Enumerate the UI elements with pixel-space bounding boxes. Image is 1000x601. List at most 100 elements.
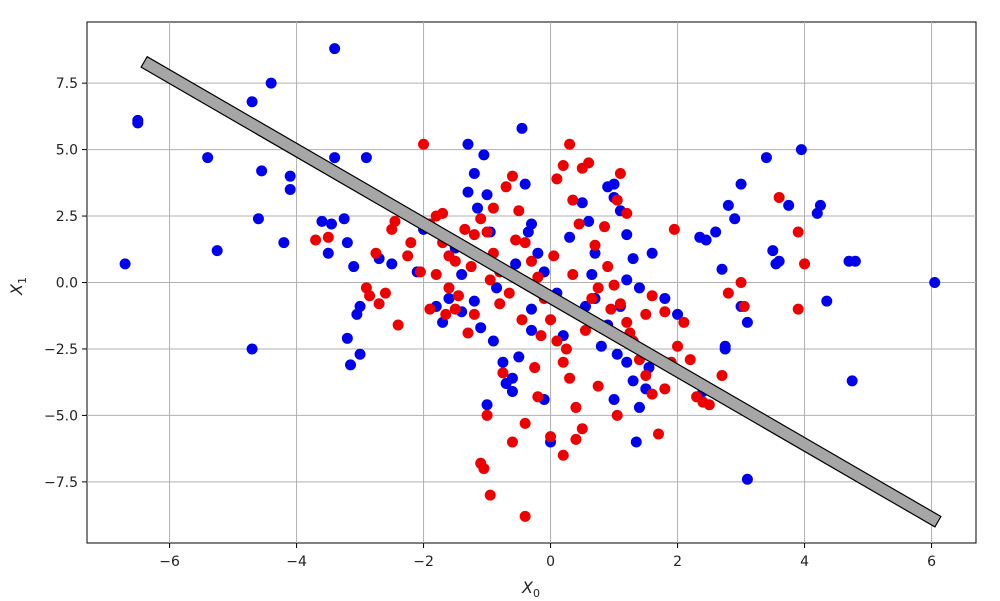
x-tick-label: 6 [927,554,936,570]
blue-point [633,401,645,413]
blue-point [621,356,633,368]
red-point [373,298,385,310]
red-point [452,290,464,302]
red-point [516,314,528,326]
red-point [570,433,582,445]
blue-point [475,322,487,334]
red-point [519,510,531,522]
red-point [506,170,518,182]
red-point [487,202,499,214]
x-tick-label: −6 [159,554,180,570]
red-point [773,191,785,203]
blue-point [256,165,268,177]
red-point [532,271,544,283]
red-point [586,292,598,304]
blue-point [472,202,484,214]
red-point [484,489,496,501]
blue-point [443,292,455,304]
blue-point [481,189,493,201]
red-point [646,290,658,302]
blue-point [462,186,474,198]
red-point [364,290,376,302]
blue-point [478,149,490,161]
blue-point [719,343,731,355]
blue-point [735,178,747,190]
red-point [443,282,455,294]
red-point [792,303,804,315]
red-point [592,282,604,294]
blue-point [462,138,474,150]
red-point [440,308,452,320]
red-point [567,269,579,281]
red-point [589,239,601,251]
blue-point [506,385,518,397]
blue-point [564,231,576,243]
red-point [481,226,493,238]
blue-point [741,473,753,485]
y-axis-ticks: 7.5 5.0 2.5 0.0 −2.5 −5.0 −7.5 [44,76,87,491]
red-point [599,221,611,233]
red-point [545,314,557,326]
x-tick-label: −2 [413,554,434,570]
y-tick-label: 5.0 [56,143,78,159]
blue-point [621,274,633,286]
blue-point [621,229,633,241]
red-point [668,223,680,235]
red-point [703,399,715,411]
y-axis-label-main: X [7,283,26,296]
y-axis-label-sub: 1 [16,277,29,284]
blue-point [586,269,598,281]
red-point [672,340,684,352]
blue-point [589,247,601,259]
x-tick-label: 0 [546,554,555,570]
red-point [462,327,474,339]
red-point [735,277,747,288]
red-point [402,250,414,262]
red-point [532,391,544,403]
red-point [430,269,442,281]
blue-point [741,316,753,328]
blue-point [354,300,366,312]
red-point [535,330,547,342]
red-point [570,401,582,413]
red-point [653,428,664,440]
red-point [437,207,449,219]
blue-point [627,253,639,265]
blue-point [672,308,684,320]
blue-point [646,247,658,259]
blue-point [519,178,531,190]
blue-point [659,292,671,304]
blue-point [246,343,258,355]
red-point [510,234,522,246]
blue-point [783,199,795,211]
red-point [792,226,804,238]
red-point [583,157,595,169]
red-point [608,279,620,291]
blue-point [246,96,258,108]
blue-point [345,359,357,371]
red-point [545,431,557,443]
red-point [551,173,563,185]
y-tick-label: 2.5 [56,209,78,225]
blue-point [576,197,588,209]
red-point [640,370,652,382]
blue-point [329,152,341,164]
red-point [370,247,382,259]
red-point [548,250,560,262]
y-tick-label: 7.5 [56,76,78,92]
blue-point [252,213,264,225]
blue-point [710,226,722,238]
blue-point [322,247,334,259]
red-point [722,287,734,299]
red-point [459,223,471,235]
blue-point [132,114,144,126]
x-axis-label: X0 [521,578,540,600]
blue-point [468,168,480,180]
red-point [414,266,426,278]
red-point [310,234,322,246]
y-tick-label: −5.0 [44,408,78,424]
red-point [557,449,569,461]
blue-point [284,170,296,182]
red-point [684,354,696,366]
